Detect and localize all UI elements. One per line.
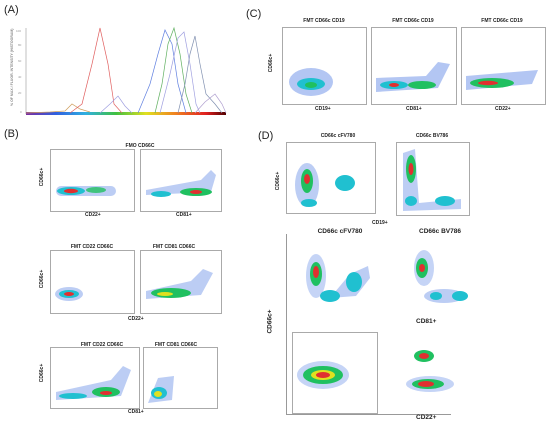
c-title-2: FMT CD66c CD19 xyxy=(392,18,434,24)
d-plot-2 xyxy=(396,142,470,216)
d-title-1: CD66c cFV780 xyxy=(320,133,356,139)
c-title-3: FMT CD66c CD19 xyxy=(481,18,523,24)
d-title-3: CD66c cFV780 xyxy=(317,228,363,235)
svg-text:60: 60 xyxy=(18,59,22,63)
b-plot-5 xyxy=(50,347,140,409)
b-plot-3 xyxy=(50,250,135,314)
b-ylabel-3: CD66c+ xyxy=(39,269,46,289)
c-plot-2 xyxy=(371,27,457,105)
d-xlabel-row1: CD19+ xyxy=(372,220,388,226)
b-xlabel-4: CD22+ xyxy=(128,316,144,322)
svg-text:40: 40 xyxy=(18,75,22,79)
c-xlabel-3: CD22+ xyxy=(495,106,511,112)
b-title-1: FMO CD66C xyxy=(125,143,155,149)
b-title-6: FMT CD81 CD66C xyxy=(154,342,198,348)
c-plot-3 xyxy=(461,27,546,105)
c-xlabel-2: CD81+ xyxy=(406,106,422,112)
b-xlabel-6: CD81+ xyxy=(128,409,144,415)
d-ylabel-main: CD66c+ xyxy=(266,309,274,334)
panel-label-c: (C) xyxy=(246,8,262,20)
b-xlabel-1: CD22+ xyxy=(85,212,101,218)
c-title-1: FMT CD66c CD19 xyxy=(303,18,345,24)
b-ylabel-1: CD66c+ xyxy=(39,167,46,187)
svg-text:80: 80 xyxy=(18,43,22,47)
d-frame xyxy=(286,234,451,415)
b-title-4: FMT CD81 CD66C xyxy=(152,244,196,250)
d-plot-4 xyxy=(398,238,476,313)
d-plot-5 xyxy=(292,332,378,414)
b-plot-6 xyxy=(143,347,218,409)
svg-text:0: 0 xyxy=(20,110,22,114)
c-ylabel: CD66c+ xyxy=(268,53,275,73)
svg-text:100: 100 xyxy=(16,29,21,33)
c-xlabel-1: CD19+ xyxy=(315,106,331,112)
b-ylabel-5: CD66c+ xyxy=(39,363,46,383)
histogram-svg: 100 80 60 40 20 0 xyxy=(16,26,227,115)
b-xlabel-2: CD81+ xyxy=(176,212,192,218)
d-ylabel-row1: CD66c+ xyxy=(275,171,282,191)
panel-label-d: (D) xyxy=(258,130,274,142)
c-plot-1 xyxy=(282,27,367,105)
d-plot-1 xyxy=(286,142,376,214)
d-title-4: CD66c BV786 xyxy=(419,228,461,235)
d-plot-6 xyxy=(396,332,476,412)
d-xlabel-row3: CD22+ xyxy=(416,414,437,421)
svg-text:20: 20 xyxy=(18,91,22,95)
panel-label-a: (A) xyxy=(4,4,19,16)
d-plot-3 xyxy=(300,238,378,313)
histogram-panel: % OF MAX / FLUOR. INTENSITY (HISTOGRAM) … xyxy=(10,24,236,124)
panel-label-b: (B) xyxy=(4,128,19,140)
b-plot-4 xyxy=(140,250,222,314)
b-plot-2 xyxy=(140,149,222,212)
b-title-3: FMT CD22 CD66C xyxy=(70,244,114,250)
b-title-5: FMT CD22 CD66C xyxy=(80,342,124,348)
b-plot-1 xyxy=(50,149,135,212)
d-title-2: CD66c BV786 xyxy=(415,133,449,139)
d-xlabel-row2: CD81+ xyxy=(416,318,437,325)
